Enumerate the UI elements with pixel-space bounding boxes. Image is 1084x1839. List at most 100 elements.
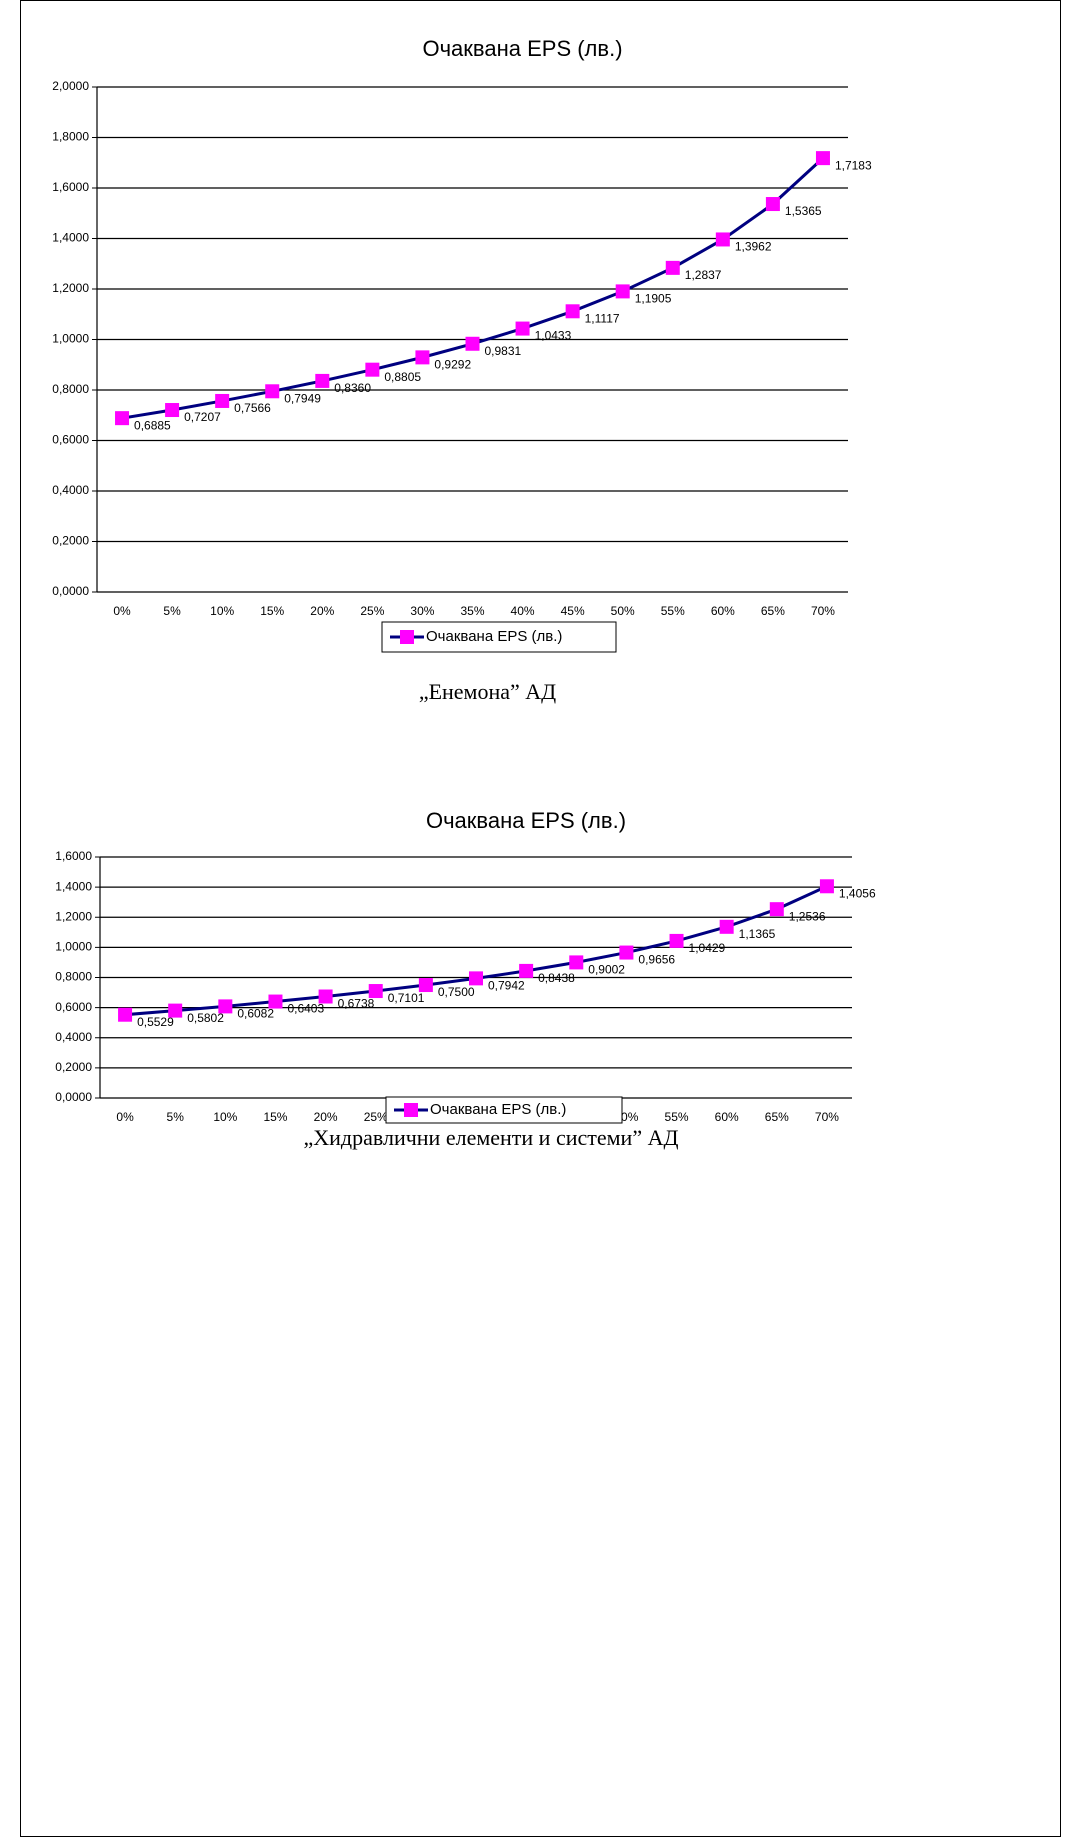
caption: „Хидравлични елементи и системи” АД [303, 1125, 678, 1150]
data-label: 0,9292 [434, 358, 471, 372]
y-tick-label: 1,4000 [52, 231, 89, 245]
data-label: 0,5529 [137, 1015, 174, 1029]
marker [265, 384, 280, 399]
series-line [121, 157, 824, 420]
x-tick-label: 60% [715, 1110, 739, 1124]
data-label: 0,7942 [488, 979, 525, 993]
data-label: 0,8805 [384, 370, 421, 384]
marker [168, 1003, 183, 1018]
marker [465, 336, 480, 351]
y-tick-label: 0,2000 [52, 534, 89, 548]
data-label: 0,5802 [187, 1011, 224, 1025]
x-tick-label: 65% [761, 604, 785, 618]
legend-marker [400, 630, 414, 644]
marker [365, 362, 380, 377]
marker [515, 321, 530, 336]
marker [565, 304, 580, 319]
data-label: 0,8360 [334, 381, 371, 395]
y-tick-label: 0,6000 [55, 1000, 92, 1014]
marker [318, 989, 333, 1004]
marker [315, 373, 330, 388]
marker [418, 978, 433, 993]
y-tick-label: 0,4000 [52, 483, 89, 497]
x-tick-label: 60% [711, 604, 735, 618]
x-tick-label: 5% [167, 1110, 185, 1124]
data-label: 1,7183 [835, 158, 872, 172]
y-tick-label: 1,6000 [52, 180, 89, 194]
x-tick-label: 5% [163, 604, 181, 618]
y-tick-label: 0,8000 [55, 970, 92, 984]
data-label: 1,1905 [635, 292, 672, 306]
y-tick-label: 1,8000 [52, 130, 89, 144]
data-label: 0,7207 [184, 410, 221, 424]
y-tick-label: 0,0000 [55, 1090, 92, 1104]
data-label: 1,4056 [839, 886, 876, 900]
x-tick-label: 20% [310, 604, 334, 618]
marker [665, 260, 680, 275]
x-tick-label: 65% [765, 1110, 789, 1124]
marker [719, 919, 734, 934]
marker [715, 232, 730, 247]
chart-title: Очаквана EPS (лв.) [426, 808, 626, 833]
data-label: 1,1365 [739, 927, 776, 941]
legend-label: Очаквана EPS (лв.) [430, 1101, 566, 1118]
data-label: 0,7101 [388, 991, 425, 1005]
marker [769, 902, 784, 917]
marker [615, 284, 630, 299]
marker [368, 984, 383, 999]
y-tick-label: 0,8000 [52, 382, 89, 396]
chart-title: Очаквана EPS (лв.) [422, 36, 622, 61]
marker [819, 879, 834, 894]
marker [519, 963, 534, 978]
x-tick-label: 55% [661, 604, 685, 618]
data-label: 0,7500 [438, 985, 475, 999]
data-label: 1,1117 [585, 311, 620, 325]
marker [415, 350, 430, 365]
marker [765, 197, 780, 212]
data-label: 0,6082 [237, 1007, 274, 1021]
data-label: 1,5365 [785, 204, 822, 218]
y-tick-label: 2,0000 [52, 79, 89, 93]
marker [569, 955, 584, 970]
y-tick-label: 1,0000 [52, 332, 89, 346]
data-label: 0,9831 [485, 344, 522, 358]
x-tick-label: 30% [410, 604, 434, 618]
data-label: 0,6403 [287, 1002, 324, 1016]
page-frame [20, 0, 1061, 1837]
x-tick-label: 70% [815, 1110, 839, 1124]
data-label: 0,9002 [588, 963, 625, 977]
data-label: 0,7566 [234, 401, 271, 415]
x-tick-label: 0% [113, 604, 131, 618]
y-tick-label: 1,2000 [55, 909, 92, 923]
data-label: 1,2837 [685, 268, 722, 282]
data-label: 0,7949 [284, 391, 321, 405]
y-tick-label: 1,2000 [52, 281, 89, 295]
x-tick-label: 50% [611, 604, 635, 618]
marker [118, 1007, 133, 1022]
y-tick-label: 1,0000 [55, 940, 92, 954]
caption: „Енемона” АД [419, 679, 556, 704]
marker [815, 151, 830, 166]
data-label: 1,0433 [535, 329, 572, 343]
y-tick-label: 1,4000 [55, 879, 92, 893]
x-tick-label: 20% [314, 1110, 338, 1124]
marker [215, 393, 230, 408]
data-label: 1,0429 [689, 941, 726, 955]
x-tick-label: 55% [665, 1110, 689, 1124]
x-tick-label: 10% [213, 1110, 237, 1124]
marker [669, 933, 684, 948]
marker [218, 999, 233, 1014]
y-tick-label: 0,2000 [55, 1060, 92, 1074]
marker [619, 945, 634, 960]
data-label: 1,3962 [735, 240, 772, 254]
data-label: 0,9656 [638, 953, 675, 967]
x-tick-label: 25% [364, 1110, 388, 1124]
y-tick-label: 0,4000 [55, 1030, 92, 1044]
data-label: 1,2536 [789, 909, 826, 923]
legend-marker [404, 1103, 418, 1117]
x-tick-label: 35% [460, 604, 484, 618]
x-tick-label: 70% [811, 604, 835, 618]
y-tick-label: 1,6000 [55, 849, 92, 863]
